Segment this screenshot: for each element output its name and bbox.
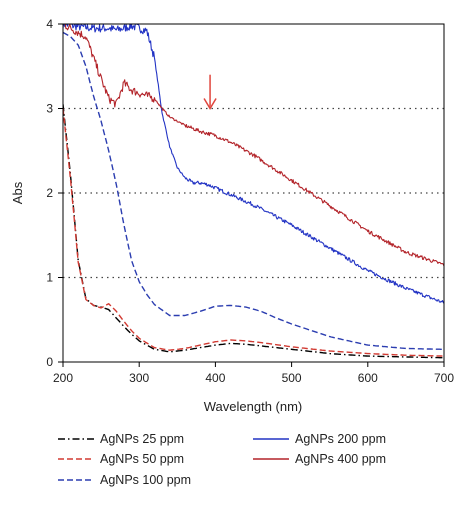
legend-label-2: AgNPs 100 ppm	[100, 473, 191, 487]
y-tick-label: 0	[46, 355, 53, 369]
plot-frame	[62, 23, 445, 363]
axes: 200 300 400 500 600 700 0 1 2 3 4	[46, 17, 454, 385]
x-tick-label: 200	[53, 371, 73, 385]
series-layer	[63, 24, 444, 359]
annotation-layer	[203, 74, 217, 110]
series-line-4	[63, 24, 444, 267]
x-axis-label: Wavelength (nm)	[204, 399, 303, 414]
arrow-head	[203, 98, 217, 110]
legend-label-0: AgNPs 25 ppm	[100, 432, 184, 446]
x-tick-label: 400	[205, 371, 225, 385]
reference-lines	[63, 107, 444, 279]
y-tick-label: 3	[46, 102, 53, 116]
series-line-2	[63, 31, 444, 350]
legend-label-4: AgNPs 400 ppm	[295, 452, 386, 466]
legend-label-3: AgNPs 200 ppm	[295, 432, 386, 446]
y-tick-label: 1	[46, 271, 53, 285]
x-tick-label: 500	[282, 371, 302, 385]
series-line-1	[63, 108, 444, 357]
series-line-3	[63, 24, 444, 304]
x-tick-label: 300	[129, 371, 149, 385]
y-tick-label: 2	[46, 186, 53, 200]
x-tick-label: 700	[434, 371, 454, 385]
series-line-0	[63, 104, 444, 359]
x-tick-label: 600	[358, 371, 378, 385]
legend-label-1: AgNPs 50 ppm	[100, 452, 184, 466]
legend: AgNPs 25 ppm AgNPs 50 ppm AgNPs 100 ppm AgN…	[58, 432, 386, 487]
y-tick-label: 4	[46, 17, 53, 31]
y-axis-label: Abs	[10, 181, 25, 204]
